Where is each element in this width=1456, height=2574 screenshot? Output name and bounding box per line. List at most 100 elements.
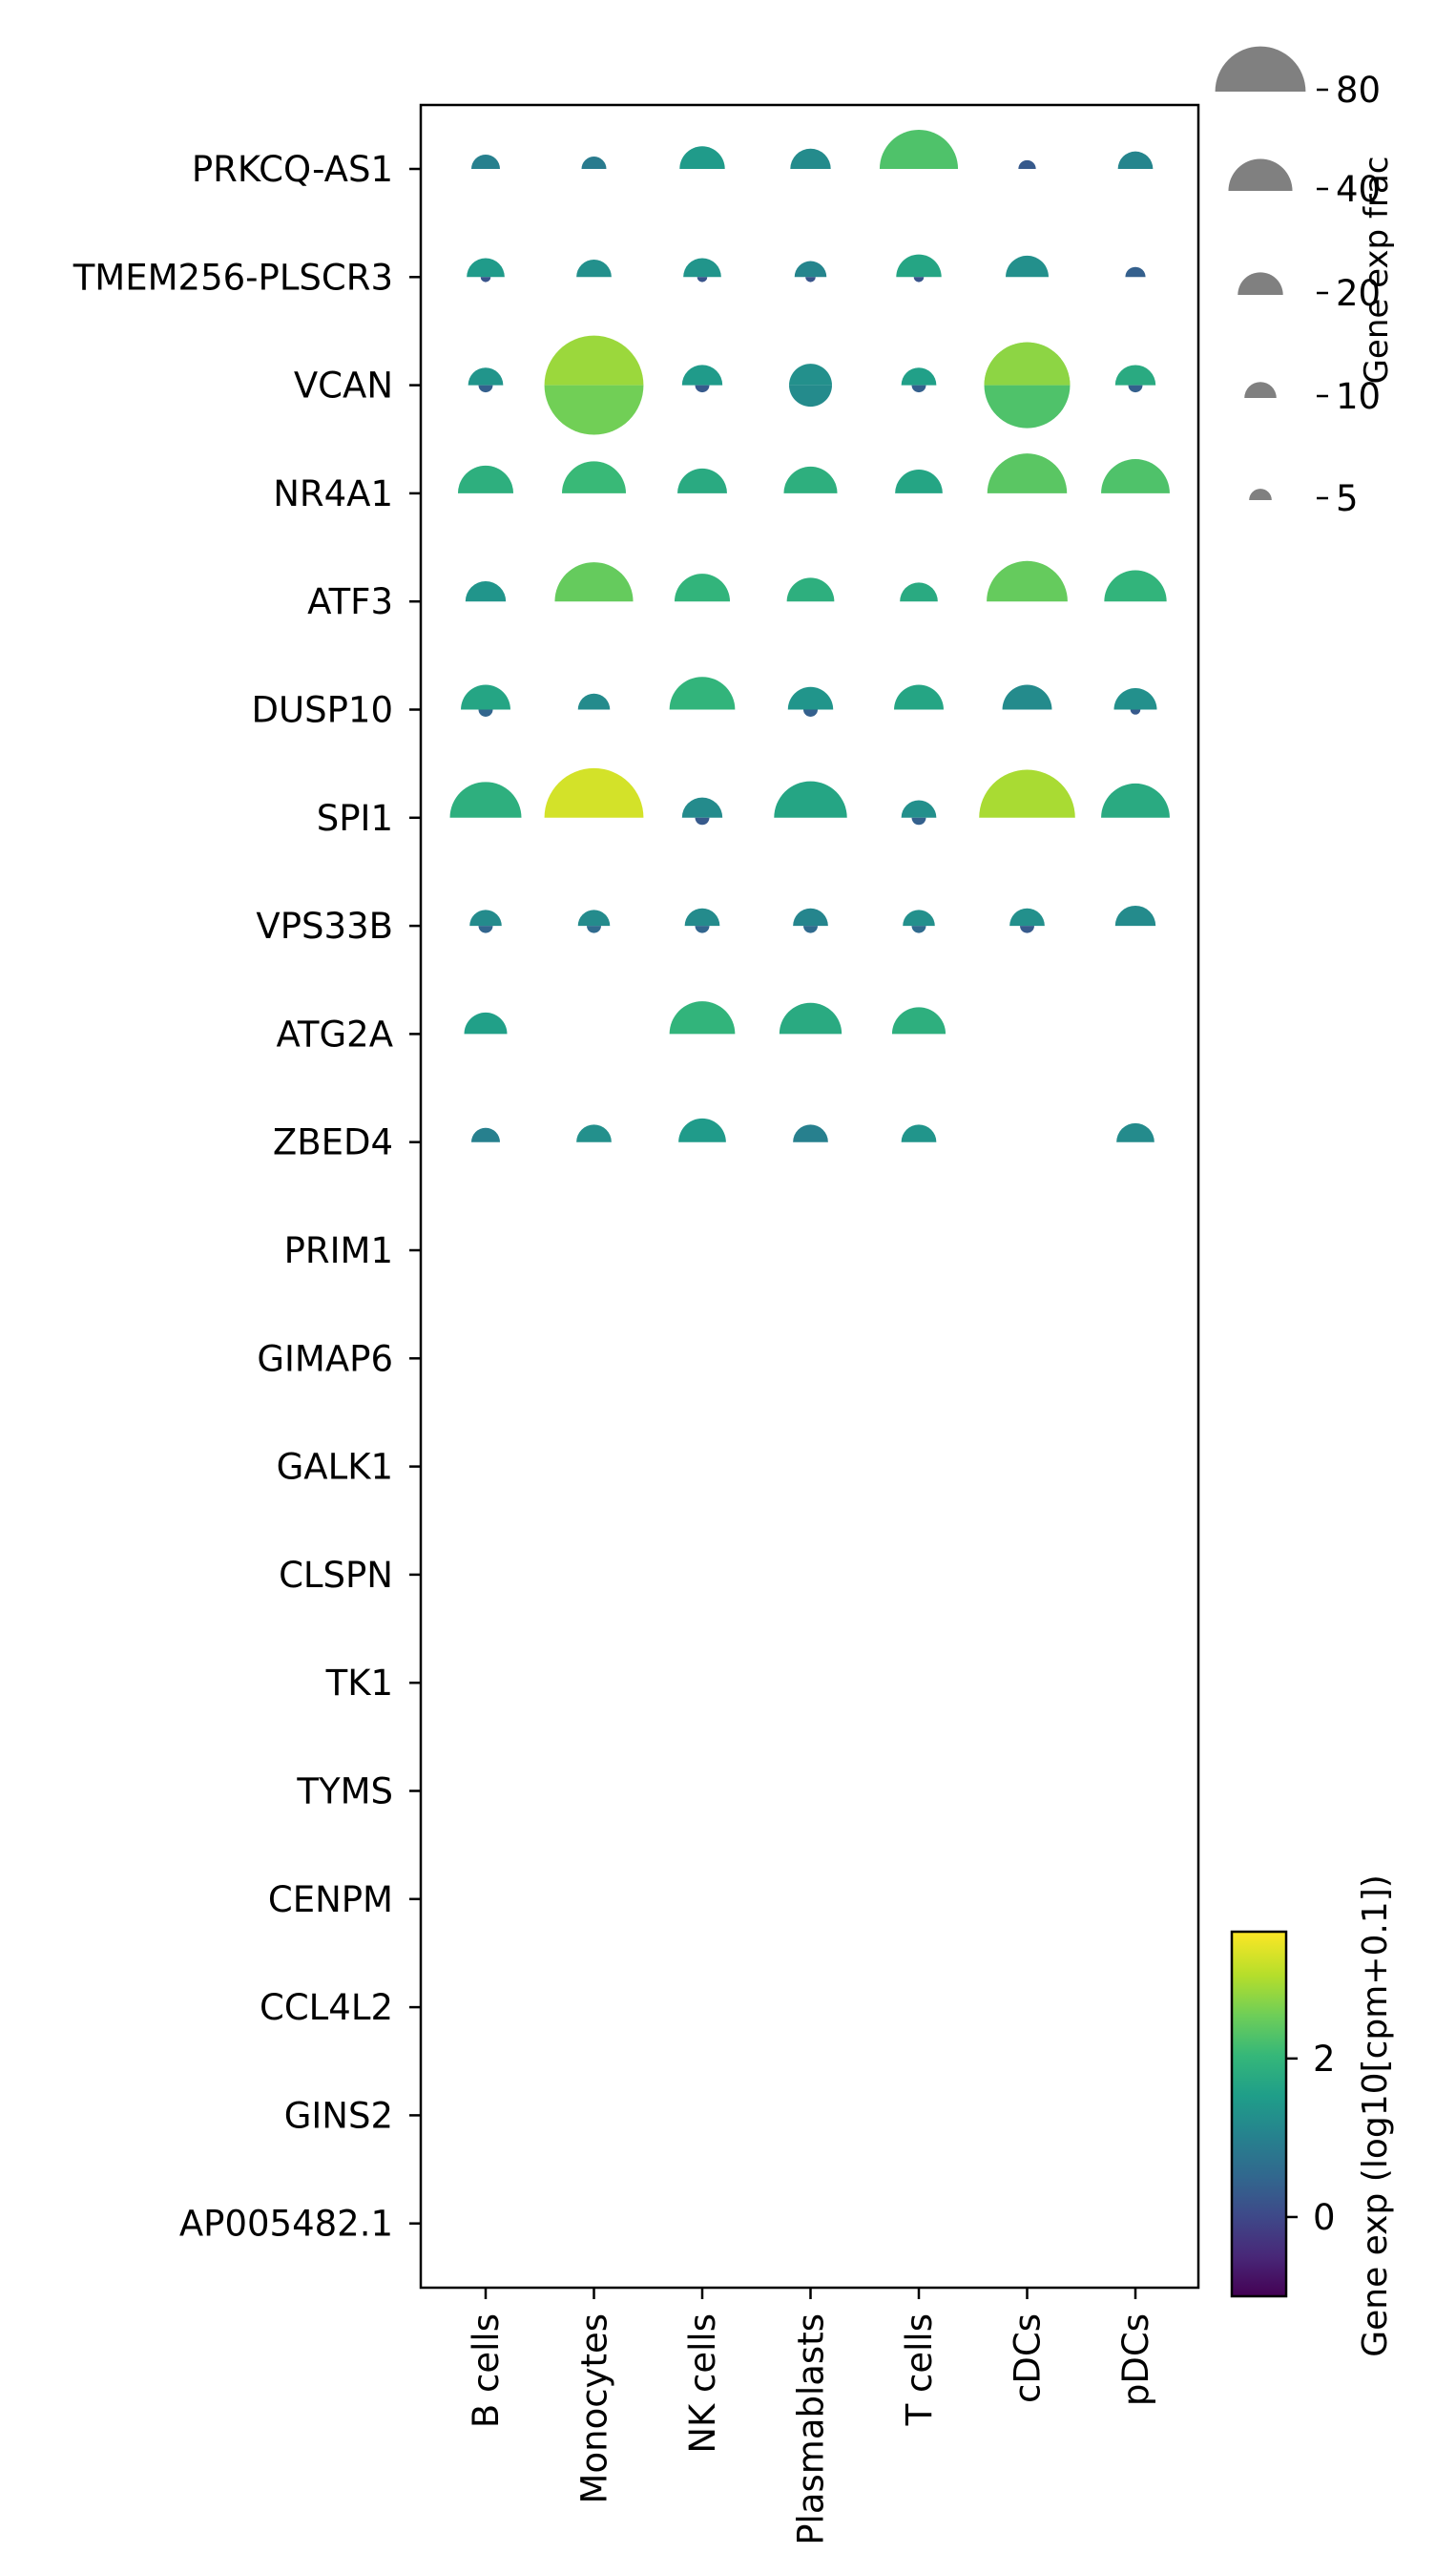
dots-layer (449, 129, 1170, 1142)
cell-type-label: pDCs (1115, 2313, 1156, 2406)
dot-lower-half (480, 277, 491, 283)
gene-label: CENPM (268, 1879, 393, 1920)
dot-lower-half (1128, 385, 1143, 393)
gene-label: ZBED4 (273, 1122, 393, 1163)
dot-upper-half (684, 908, 720, 927)
dot-upper-half (794, 261, 827, 278)
dot-lower-half (697, 277, 708, 283)
size-legend-value: 5 (1336, 478, 1359, 519)
gene-label: TMEM256-PLSCR3 (73, 257, 393, 298)
cell-type-label: NK cells (682, 2313, 723, 2454)
dot-upper-half (471, 155, 500, 169)
size-legend-dot (1215, 46, 1306, 92)
dot-upper-half (1009, 908, 1045, 927)
size-legend-value: 20 (1336, 273, 1381, 314)
dot-upper-half (677, 468, 727, 493)
dot-lower-half (478, 385, 493, 393)
dot-upper-half (1101, 459, 1170, 493)
dot-upper-half (779, 1002, 842, 1035)
dot-upper-half (1125, 266, 1146, 278)
dot-lower-half (478, 926, 493, 933)
dot-lower-half (1130, 709, 1141, 715)
colorbar (1230, 1930, 1288, 2298)
gene-label: VPS33B (256, 906, 393, 947)
gene-label: CCL4L2 (260, 1987, 393, 2028)
dot-upper-half (894, 684, 944, 710)
size-legend: 80 40 20 10 5 (1215, 46, 1381, 519)
dot-upper-half (1116, 1122, 1154, 1142)
dot-upper-half (467, 258, 505, 278)
dot-lower-half (544, 385, 644, 435)
dot-upper-half (449, 782, 522, 818)
dot-upper-half (683, 258, 721, 278)
size-legend-value: 10 (1336, 376, 1381, 417)
colorbar-tick-label: 2 (1313, 2039, 1336, 2080)
dot-upper-half (987, 560, 1068, 602)
dot-upper-half (576, 259, 612, 278)
dot-upper-half (793, 1124, 828, 1142)
dot-upper-half (681, 797, 723, 818)
size-legend-dot (1238, 272, 1283, 295)
gene-label: GALK1 (277, 1447, 393, 1488)
dot-upper-half (577, 910, 611, 927)
size-legend-dot (1228, 158, 1293, 191)
dot-upper-half (577, 693, 611, 710)
dot-upper-half (901, 1124, 937, 1142)
dot-upper-half (581, 157, 607, 169)
dot-upper-half (561, 461, 627, 493)
dot-upper-half (457, 465, 514, 493)
gene-label: TK1 (325, 1663, 393, 1704)
size-legend-title: Gene exp frac (1358, 157, 1396, 385)
dot-lower-half (913, 277, 925, 283)
dot-upper-half (895, 470, 943, 493)
colorbar-tick-label: 0 (1313, 2197, 1336, 2238)
gene-label: AP005482.1 (179, 2204, 393, 2245)
dot-upper-half (1117, 151, 1154, 169)
dot-lower-half (587, 926, 601, 933)
cell-type-label: cDCs (1008, 2313, 1049, 2403)
gene-label: TYMS (296, 1771, 393, 1812)
dot-upper-half (786, 577, 835, 602)
gene-label: SPI1 (317, 798, 393, 839)
dot-upper-half (1101, 783, 1170, 818)
dot-upper-half (544, 767, 644, 818)
dot-upper-half (979, 769, 1075, 818)
dot-upper-half (783, 466, 838, 493)
dot-upper-half (554, 562, 634, 602)
dot-upper-half (464, 1012, 508, 1035)
gene-axis: PRKCQ-AS1 TMEM256-PLSCR3 VCAN NR4A1 ATF3 DUSP… (73, 149, 421, 2245)
gene-label: PRIM1 (284, 1230, 393, 1271)
dot-upper-half (468, 367, 504, 386)
dot-lower-half (695, 926, 710, 933)
dot-upper-half (576, 1124, 612, 1142)
cell-type-label: Monocytes (574, 2313, 615, 2503)
gene-label: GIMAP6 (257, 1338, 393, 1379)
dot-upper-half (465, 581, 507, 602)
dot-upper-half (987, 453, 1068, 493)
dot-upper-half (544, 335, 644, 386)
dot-lower-half (789, 385, 832, 408)
cell-type-label: T cells (899, 2313, 940, 2426)
cell-type-label: Plasmablasts (791, 2313, 832, 2545)
dot-lower-half (805, 277, 816, 283)
gene-label: DUSP10 (252, 690, 393, 731)
dot-upper-half (901, 367, 937, 386)
dot-upper-half (901, 800, 937, 818)
dot-lower-half (1020, 926, 1034, 933)
cell-type-axis: B cells Monocytes NK cells Plasmablasts T ce… (466, 2288, 1156, 2545)
dot-upper-half (674, 574, 731, 602)
dot-upper-half (1018, 159, 1036, 169)
size-legend-dot (1249, 489, 1272, 500)
dot-upper-half (1114, 905, 1156, 927)
dot-upper-half (1113, 688, 1157, 710)
dot-upper-half (1006, 255, 1049, 278)
gene-label: PRKCQ-AS1 (192, 149, 393, 190)
dot-upper-half (789, 364, 832, 386)
dot-upper-half (903, 910, 935, 927)
dot-upper-half (678, 1118, 726, 1142)
gene-label: CLSPN (279, 1555, 393, 1596)
dot-upper-half (790, 148, 831, 169)
dot-upper-half (669, 1001, 736, 1035)
dot-upper-half (1002, 684, 1052, 710)
dot-lower-half (478, 709, 493, 717)
